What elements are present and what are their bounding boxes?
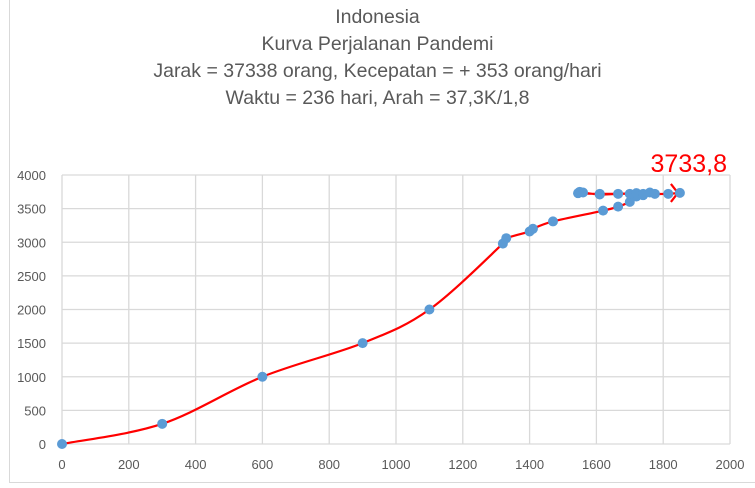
y-tick-label: 1000 [17, 370, 46, 385]
title-line-3: Jarak = 37338 orang, Kecepatan = + 353 o… [153, 60, 602, 82]
y-tick-label: 3000 [17, 235, 46, 250]
data-point [613, 188, 624, 199]
title-line-2: Kurva Perjalanan Pandemi [261, 33, 494, 55]
chart-title: Indonesia Kurva Perjalanan Pandemi Jarak… [0, 4, 755, 112]
title-line-4: Waktu = 236 hari, Arah = 37,3K/1,8 [225, 87, 530, 109]
data-point [357, 338, 368, 349]
last-value-annotation: 3733,8 [651, 150, 727, 178]
y-tick-label: 1500 [17, 336, 46, 351]
x-tick-label: 400 [185, 457, 207, 472]
y-tick-label: 2000 [17, 303, 46, 318]
data-point [157, 418, 168, 429]
data-point [578, 187, 589, 198]
x-tick-label: 1800 [649, 457, 678, 472]
data-point [547, 216, 558, 227]
y-tick-label: 3500 [17, 202, 46, 217]
y-tick-label: 500 [24, 403, 46, 418]
y-tick-label: 0 [39, 437, 46, 452]
x-tick-label: 1400 [515, 457, 544, 472]
data-point [57, 439, 67, 449]
title-line-1: Indonesia [335, 6, 420, 28]
data-point [594, 189, 605, 200]
x-tick-label: 800 [318, 457, 340, 472]
x-tick-label: 200 [118, 457, 140, 472]
data-point [613, 201, 624, 212]
data-point [674, 187, 685, 198]
data-point [598, 205, 609, 216]
y-tick-label: 2500 [17, 269, 46, 284]
data-point [257, 371, 268, 382]
data-point [649, 188, 660, 199]
data-point [501, 233, 512, 244]
x-tick-label: 600 [252, 457, 274, 472]
x-tick-label: 1000 [382, 457, 411, 472]
data-point [424, 304, 435, 315]
x-tick-label: 1200 [448, 457, 477, 472]
x-tick-label: 1600 [582, 457, 611, 472]
chart-frame [9, 0, 755, 483]
data-point [663, 188, 674, 199]
data-point [527, 223, 538, 234]
x-tick-label: 0 [58, 457, 65, 472]
y-tick-label: 4000 [17, 168, 46, 183]
data-point [624, 196, 635, 207]
series-line [61, 190, 680, 446]
x-tick-label: 2000 [716, 457, 745, 472]
